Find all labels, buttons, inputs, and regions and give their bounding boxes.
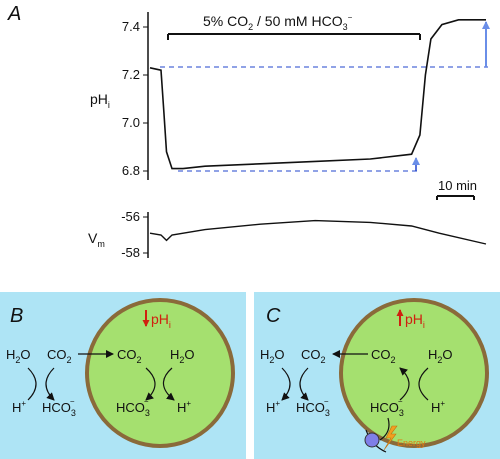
vm-axis: -56 -58 Vm — [88, 209, 149, 260]
inside-reaction-arc-left — [399, 367, 410, 401]
outside-h2o: H2O — [260, 347, 285, 365]
outside-hco3: HCO3− — [42, 397, 76, 418]
panel-a: A 5% CO2 / 50 mM HCO3− 7.4 7.2 7.0 6.8 p… — [7, 3, 490, 260]
cell — [339, 298, 489, 448]
transporter-icon — [364, 432, 380, 448]
outside-reaction-arc-right — [299, 367, 309, 401]
stimulus-label: 5% CO2 / 50 mM HCO3− — [203, 13, 353, 32]
ph-tick-label: 7.0 — [122, 115, 140, 130]
outside-hco3: HCO3− — [296, 397, 330, 418]
panel-b-ph-label: pHi — [151, 311, 171, 330]
inside-reaction-arc-left — [145, 367, 156, 401]
ph-down-indicator: pHi — [142, 310, 171, 330]
vm-tick-label: -58 — [121, 245, 140, 260]
inside-hco3: HCO3− — [370, 397, 404, 418]
outside-h: H+ — [12, 399, 26, 415]
transporter-flux-arc — [379, 417, 390, 441]
outside-h2o: H2O — [6, 347, 31, 365]
lightning-bolt-icon — [383, 425, 398, 451]
ph-tick-label: 6.8 — [122, 163, 140, 178]
ph-axis: 7.4 7.2 7.0 6.8 pHi — [90, 12, 149, 180]
inside-h: H+ — [431, 399, 445, 415]
inside-reaction-arc-right — [418, 367, 429, 401]
inside-reaction-arc-right — [162, 367, 175, 401]
energy-label: Energy — [397, 438, 426, 448]
outside-co2: CO2 — [301, 347, 326, 365]
panel-c-ph-label: pHi — [405, 311, 425, 330]
outside-reaction-arc-left — [27, 367, 37, 401]
outside-reaction-arc-left — [281, 367, 291, 401]
inside-h2o: H2O — [170, 347, 195, 365]
inside-co2: CO2 — [371, 347, 396, 365]
time-scale-bar: 10 min — [436, 178, 477, 200]
ph-tick-label: 7.4 — [122, 19, 140, 34]
panel-a-letter: A — [7, 3, 21, 25]
vm-trace — [149, 219, 487, 245]
reference-lines — [160, 21, 490, 172]
inside-h: H+ — [177, 399, 191, 415]
panel-c-letter: C — [266, 305, 281, 327]
inside-hco3: HCO3− — [116, 397, 150, 418]
outside-co2: CO2 — [47, 347, 72, 365]
ph-tick-label: 7.2 — [122, 67, 140, 82]
bicarbonate-transporter: Energy — [364, 417, 426, 453]
outside-reaction-arc-right — [45, 367, 55, 401]
ph-up-indicator: pHi — [396, 309, 425, 330]
panel-b-letter: B — [10, 305, 23, 327]
inside-h2o: H2O — [428, 347, 453, 365]
vm-axis-label: Vm — [88, 230, 105, 249]
stimulus-bar: 5% CO2 / 50 mM HCO3− — [167, 13, 421, 40]
ph-axis-label: pHi — [90, 91, 110, 110]
cell — [85, 298, 235, 448]
inside-co2: CO2 — [117, 347, 142, 365]
vm-tick-label: -56 — [121, 209, 140, 224]
ph-trace — [149, 19, 486, 170]
outside-h: H+ — [266, 399, 280, 415]
panel-c: C pHi H2O CO2 H+ HCO3− CO2 H2O HCO3− H+ … — [254, 292, 500, 459]
panel-b: B pHi H2O CO2 H+ HCO3− CO2 H2O HCO3− H+ — [0, 292, 246, 459]
scale-bar-label: 10 min — [438, 178, 477, 193]
